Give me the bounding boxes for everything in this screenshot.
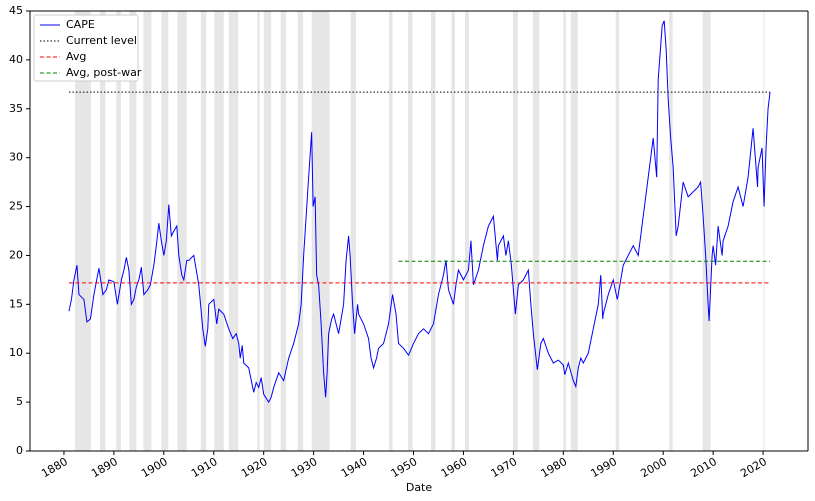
x-tick-label: 1950 [389, 455, 420, 480]
x-tick-label: 1930 [289, 455, 320, 480]
y-tick-label: 0 [16, 444, 23, 457]
recession-band [280, 11, 287, 451]
recession-band [257, 11, 260, 451]
x-tick-label: 1900 [139, 455, 170, 480]
recession-band [512, 11, 518, 451]
x-tick-label: 1880 [39, 455, 70, 480]
y-tick-label: 35 [9, 102, 23, 115]
x-tick-label: 2020 [738, 455, 769, 480]
y-tick-label: 5 [16, 395, 23, 408]
recession-band [570, 11, 578, 451]
recession-band [563, 11, 566, 451]
recession-band [702, 11, 711, 451]
recession-band [177, 11, 187, 451]
recession-band [129, 11, 137, 451]
recession-band [143, 11, 152, 451]
x-tick-label: 2000 [638, 455, 669, 480]
legend-label: CAPE [66, 18, 95, 31]
recession-band [297, 11, 304, 451]
recession-band [389, 11, 393, 451]
x-tick-label: 1960 [439, 455, 470, 480]
recession-band [161, 11, 169, 451]
legend: CAPE Current level Avg Avg, post-war [33, 14, 142, 82]
y-tick-label: 30 [9, 151, 23, 164]
recession-band [74, 11, 91, 451]
x-tick-label: 1970 [489, 455, 520, 480]
recession-band [430, 11, 436, 451]
x-axis-label: Date [406, 481, 433, 494]
recession-band [350, 11, 357, 451]
legend-label: Avg [66, 50, 86, 63]
recession-band [228, 11, 239, 451]
recession-band [408, 11, 413, 451]
legend-label: Avg, post-war [66, 66, 142, 79]
recession-band [311, 11, 330, 451]
x-tick-label: 1920 [239, 455, 270, 480]
x-tick-label: 1990 [589, 455, 620, 480]
recession-band [532, 11, 540, 451]
recession-band [615, 11, 620, 451]
series-line [68, 20, 771, 404]
y-tick-label: 25 [9, 200, 23, 213]
y-tick-label: 15 [9, 297, 23, 310]
recession-band [763, 11, 765, 451]
recession-band [214, 11, 224, 451]
y-tick-label: 10 [9, 346, 23, 359]
y-tick-label: 45 [9, 4, 23, 17]
x-tick-label: 2010 [688, 455, 719, 480]
recession-band [99, 11, 106, 451]
recession-band [116, 11, 121, 451]
recession-band [451, 11, 455, 451]
y-tick-label: 20 [9, 248, 23, 261]
recession-band [464, 11, 469, 451]
x-tick-label: 1980 [539, 455, 570, 480]
legend-label: Current level [66, 34, 137, 47]
x-tick-label: 1910 [189, 455, 220, 480]
recession-band [263, 11, 272, 451]
y-tick-label: 40 [9, 53, 23, 66]
x-tick-label: 1890 [89, 455, 120, 480]
x-tick-label: 1940 [339, 455, 370, 480]
recession-band [669, 11, 673, 451]
recession-band [200, 11, 207, 451]
legend-box [33, 14, 139, 82]
